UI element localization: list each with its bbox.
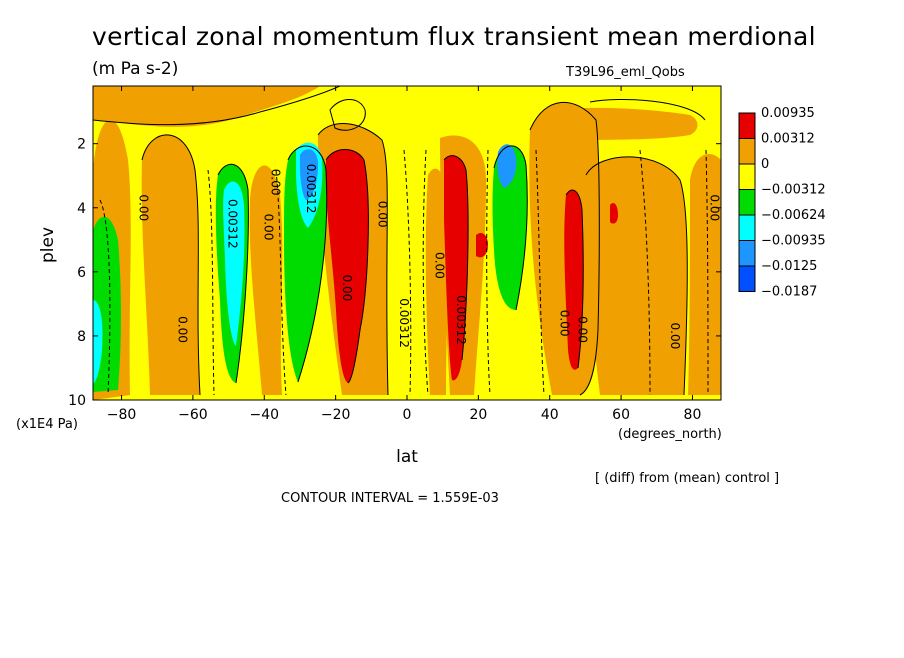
colorbar-label: 0.00935 (761, 106, 815, 121)
contour-value-label: 0.00 (375, 201, 389, 228)
region-cyan (223, 181, 245, 346)
contour-lines-dashed (99, 149, 709, 396)
contour-value-label: 0.00 (575, 316, 589, 343)
x-tick-label: 20 (469, 407, 487, 423)
region-red (476, 233, 488, 258)
x-ticks: −80 −60 −40 −20 0 20 40 60 80 (107, 86, 702, 423)
contour-value-label: 0.00 (268, 169, 282, 196)
colorbar-label: −0.00935 (761, 234, 826, 249)
region-orange (93, 86, 320, 127)
x-tick-label: 80 (684, 407, 702, 423)
region-red (610, 203, 618, 224)
colorbar-swatch (738, 214, 756, 241)
region-orange (560, 107, 698, 140)
colorbar-swatch (738, 189, 756, 216)
x-tick-label: −40 (249, 407, 279, 423)
units-label: (m Pa s-2) (92, 59, 178, 79)
y-axis-label: plev (38, 227, 58, 263)
region-red (444, 155, 469, 381)
contour-value-label: 0.00 (557, 310, 571, 337)
field-shading: 0.00 0.00 0.00312 0.00 0.00 0.00312 0.00 0.00 0.… (93, 86, 721, 400)
y-axis-units: (x1E4 Pa) (16, 417, 78, 432)
x-tick-label: 0 (403, 407, 412, 423)
contour-value-label: 0.00 (707, 194, 721, 221)
y-tick-label: 8 (77, 329, 86, 345)
x-tick-label: 40 (541, 407, 559, 423)
contour-value-label: 0.00 (136, 194, 150, 221)
y-tick-label: 4 (77, 201, 86, 217)
colorbar-label: −0.0125 (761, 259, 817, 274)
colorbar-label: 0 (761, 157, 769, 172)
contour-interval: CONTOUR INTERVAL = 1.559E-03 (281, 491, 499, 506)
colorbar-label: −0.00312 (761, 183, 826, 198)
x-axis-units: (degrees_north) (618, 427, 722, 442)
colorbar-swatch (738, 240, 756, 267)
contour-value-label: 0.00312 (226, 199, 240, 249)
contour-value-label: 0.00 (433, 252, 447, 279)
contour-value-label: 0.00312 (304, 164, 318, 214)
colorbar-label: −0.00624 (761, 208, 826, 223)
colorbar-label: −0.0187 (761, 285, 817, 300)
chart-title: vertical zonal momentum flux transient m… (92, 22, 816, 51)
contour-lines (93, 86, 706, 396)
experiment-label: T39L96_eml_Qobs (565, 65, 685, 80)
plot-area: 0.00 0.00 0.00312 0.00 0.00 0.00312 0.00 0.00 0.… (68, 85, 722, 423)
colorbar-swatch (738, 265, 756, 292)
region-red (564, 190, 584, 370)
region-blue (497, 144, 517, 188)
y-tick-label: 10 (68, 393, 86, 409)
x-axis-label: lat (396, 447, 418, 467)
colorbar-swatch (738, 112, 756, 139)
contour-value-label: 0.00312 (397, 298, 411, 348)
colorbar-swatch (738, 163, 756, 190)
y-tick-label: 6 (77, 265, 86, 281)
x-tick-label: −60 (178, 407, 208, 423)
region-red (325, 149, 369, 383)
colorbar-label: 0.00312 (761, 132, 815, 147)
region-orange (688, 154, 721, 395)
x-tick-label: 60 (612, 407, 630, 423)
region-cyan (93, 300, 103, 384)
y-ticks: 2 4 6 8 10 (68, 137, 721, 409)
diff-note: [ (diff) from (mean) control ] (595, 471, 779, 486)
region-green (492, 145, 528, 310)
colorbar: 0.00935 0.00312 0 −0.00312 −0.00624 −0.00935 −… (738, 106, 826, 300)
contour-value-label: 0.00 (261, 214, 275, 241)
contour-value-label: 0.00 (340, 274, 354, 301)
contour-value-label: 0.00 (176, 316, 190, 343)
colorbar-swatch (738, 138, 756, 165)
region-orange (141, 134, 200, 395)
region-blue (300, 149, 318, 200)
x-tick-label: −80 (107, 407, 137, 423)
contour-value-labels: 0.00 0.00 0.00312 0.00 0.00 0.00312 0.00 0.00 0.… (136, 164, 721, 350)
region-orange (585, 156, 688, 395)
contour-value-label: 0.00312 (454, 295, 468, 345)
x-tick-label: −20 (321, 407, 351, 423)
region-orange (249, 165, 283, 395)
y-tick-label: 2 (77, 137, 86, 153)
contour-value-label: 0.00 (668, 323, 682, 350)
